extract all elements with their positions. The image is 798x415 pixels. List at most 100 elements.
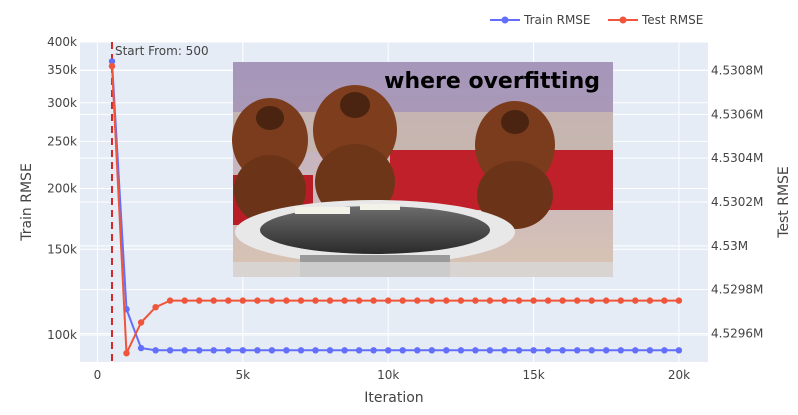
data-point-test [181,297,188,304]
data-point-test [574,297,581,304]
x-axis-title: Iteration [364,390,423,406]
data-point-test [588,297,595,304]
data-point-train [254,347,261,354]
data-point-test [486,297,494,304]
data-point-train [428,347,435,354]
data-point-train [646,347,654,354]
y-tick-label: 400k [47,35,77,49]
y2-axis-title: Test RMSE [776,166,792,239]
y-tick-label: 350k [47,63,77,77]
data-point-train [239,347,246,354]
y2-tick-label: 4.5306M [711,107,763,121]
data-point-test [399,297,406,304]
data-point-test [530,297,537,304]
data-point-test [370,297,377,304]
data-point-train [196,347,203,354]
data-point-train [675,347,683,354]
data-point-test [312,297,319,304]
data-point-train [632,347,639,354]
x-tick-label: 5k [236,368,251,382]
data-point-train [515,347,523,354]
data-point-test [675,297,683,304]
data-point-test [239,297,246,304]
start-annotation: Start From: 500 [115,44,209,58]
series-line-train [111,61,679,352]
data-point-train [588,347,595,354]
data-point-test [341,297,348,304]
data-point-train [399,347,406,354]
data-point-test [559,297,566,304]
data-point-train [501,347,508,354]
data-point-train [370,347,377,354]
data-point-train [530,347,537,354]
data-point-train [457,347,465,354]
data-point-test [123,350,130,357]
legend-item-train[interactable]: Train RMSE [490,13,591,27]
data-point-train [283,347,290,354]
legend: Train RMSE Test RMSE [490,13,703,27]
y-tick-label: 150k [47,242,77,256]
data-point-test [472,297,479,304]
data-point-train [414,347,421,354]
data-point-test [661,297,668,304]
data-point-train [661,347,668,354]
data-point-test [515,297,523,304]
data-point-test [385,297,392,304]
data-point-test [210,297,217,304]
data-point-test [443,297,450,304]
data-point-train [326,347,334,354]
data-point-train [268,347,276,354]
y2-tick-labels: 4.5296M 4.5298M 4.53M 4.5302M 4.5304M 4.5306M… [711,63,763,340]
legend-item-test[interactable]: Test RMSE [608,13,703,27]
data-point-train [341,347,348,354]
y-axis-title: Train RMSE [19,163,35,242]
legend-label-train: Train RMSE [523,13,591,27]
data-point-train [486,347,494,354]
data-point-test [632,297,639,304]
data-point-test [108,62,116,70]
data-point-test [268,297,276,304]
data-point-train [108,58,116,65]
data-point-train [574,347,581,354]
series-layer [108,58,683,357]
x-tick-label: 10k [377,368,399,382]
data-point-train [443,347,450,354]
data-point-train [603,347,610,354]
data-point-test [355,297,363,304]
series-line-test [111,66,679,354]
x-tick-labels: 0 5k 10k 15k 20k [94,368,690,382]
data-point-train [225,347,232,354]
x-tick-label: 20k [668,368,690,382]
data-point-train [559,347,566,354]
data-point-train [166,347,174,354]
data-point-test [428,297,435,304]
y2-tick-label: 4.5304M [711,151,763,165]
data-point-train [152,347,159,354]
data-point-test [196,297,203,304]
data-point-test [225,297,232,304]
data-point-train [181,347,188,354]
y2-tick-label: 4.5296M [711,327,763,341]
data-point-test [603,297,610,304]
data-point-test [137,319,145,326]
data-point-train [544,347,552,354]
data-point-test [617,297,624,304]
meme-caption: where overfitting [384,69,600,94]
data-point-test [166,297,174,304]
x-tick-label: 15k [522,368,544,382]
data-point-test [544,297,552,304]
y-tick-label: 300k [47,96,77,110]
y-tick-labels: 100k 150k 200k 250k 300k 350k 400k [47,35,77,342]
x-tick-label: 0 [94,368,102,382]
data-point-train [297,347,305,354]
data-point-test [297,297,305,304]
data-point-train [617,347,624,354]
y2-tick-label: 4.5302M [711,195,763,209]
data-point-test [414,297,421,304]
data-point-train [210,347,217,354]
data-point-test [152,304,159,311]
y2-tick-label: 4.5298M [711,283,763,297]
data-point-test [457,297,465,304]
legend-label-test: Test RMSE [641,13,703,27]
data-point-test [254,297,261,304]
